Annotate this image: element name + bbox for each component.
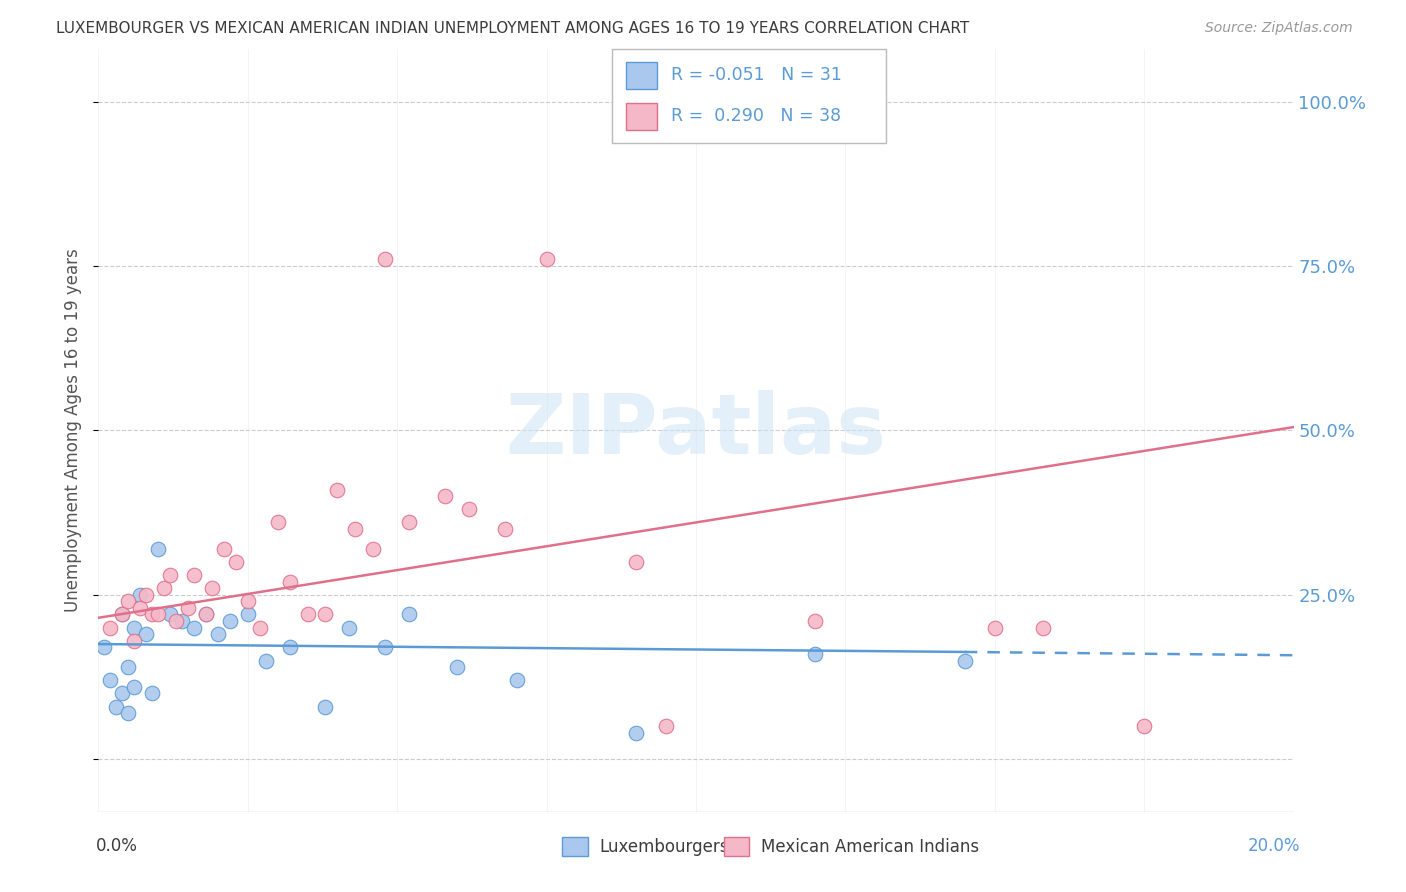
Point xyxy=(117,660,139,674)
Point xyxy=(398,607,420,622)
Point xyxy=(111,607,134,622)
Y-axis label: Unemployment Among Ages 16 to 19 years: Unemployment Among Ages 16 to 19 years xyxy=(65,249,83,612)
Point xyxy=(278,574,301,589)
Point xyxy=(201,581,224,595)
Point xyxy=(124,621,146,635)
Point xyxy=(183,568,205,582)
Point xyxy=(148,541,170,556)
Point xyxy=(506,673,529,688)
Point xyxy=(148,607,170,622)
Point xyxy=(135,588,157,602)
Point xyxy=(254,653,277,667)
Point xyxy=(344,522,367,536)
Point xyxy=(183,621,205,635)
Point xyxy=(374,640,396,655)
Point xyxy=(655,719,678,733)
Text: ZIPatlas: ZIPatlas xyxy=(506,390,886,471)
Text: Luxembourgers: Luxembourgers xyxy=(599,838,728,855)
Point xyxy=(984,621,1007,635)
Point xyxy=(1032,621,1054,635)
Point xyxy=(236,594,259,608)
Point xyxy=(153,581,176,595)
Point xyxy=(236,607,259,622)
Point xyxy=(363,541,385,556)
Point xyxy=(626,726,648,740)
Point xyxy=(494,522,516,536)
Point xyxy=(398,516,420,530)
Point xyxy=(267,516,290,530)
Point xyxy=(159,607,181,622)
Point xyxy=(315,607,337,622)
Point xyxy=(141,686,163,700)
Point xyxy=(1133,719,1156,733)
Text: R =  0.290   N = 38: R = 0.290 N = 38 xyxy=(671,108,841,126)
Point xyxy=(124,680,146,694)
Point xyxy=(117,594,139,608)
Point xyxy=(326,483,349,497)
Point xyxy=(111,607,134,622)
Point xyxy=(98,673,122,688)
Point xyxy=(212,541,235,556)
Point xyxy=(315,699,337,714)
Text: Source: ZipAtlas.com: Source: ZipAtlas.com xyxy=(1205,21,1353,35)
Point xyxy=(129,601,152,615)
Point xyxy=(225,555,247,569)
Point xyxy=(195,607,218,622)
Point xyxy=(626,555,648,569)
Point xyxy=(339,621,361,635)
Point xyxy=(434,489,457,503)
Point xyxy=(804,647,827,661)
Point xyxy=(129,588,152,602)
Text: 0.0%: 0.0% xyxy=(96,837,138,855)
Point xyxy=(374,252,396,267)
Point xyxy=(953,653,976,667)
Point xyxy=(278,640,301,655)
Point xyxy=(93,640,115,655)
Point xyxy=(446,660,468,674)
Text: R = -0.051   N = 31: R = -0.051 N = 31 xyxy=(671,66,842,84)
Point xyxy=(177,601,200,615)
Point xyxy=(172,614,194,628)
Text: 20.0%: 20.0% xyxy=(1249,837,1301,855)
Point xyxy=(458,502,481,516)
Point xyxy=(207,627,229,641)
Point xyxy=(141,607,163,622)
Point xyxy=(165,614,187,628)
Point xyxy=(219,614,242,628)
Text: Mexican American Indians: Mexican American Indians xyxy=(761,838,979,855)
Point xyxy=(111,686,134,700)
Point xyxy=(159,568,181,582)
Text: LUXEMBOURGER VS MEXICAN AMERICAN INDIAN UNEMPLOYMENT AMONG AGES 16 TO 19 YEARS C: LUXEMBOURGER VS MEXICAN AMERICAN INDIAN … xyxy=(56,21,970,36)
Point xyxy=(135,627,157,641)
Point xyxy=(249,621,271,635)
Point xyxy=(124,633,146,648)
Point xyxy=(297,607,319,622)
Point xyxy=(536,252,558,267)
Point xyxy=(98,621,122,635)
Point xyxy=(195,607,218,622)
Point xyxy=(804,614,827,628)
Point xyxy=(117,706,139,720)
Point xyxy=(105,699,128,714)
